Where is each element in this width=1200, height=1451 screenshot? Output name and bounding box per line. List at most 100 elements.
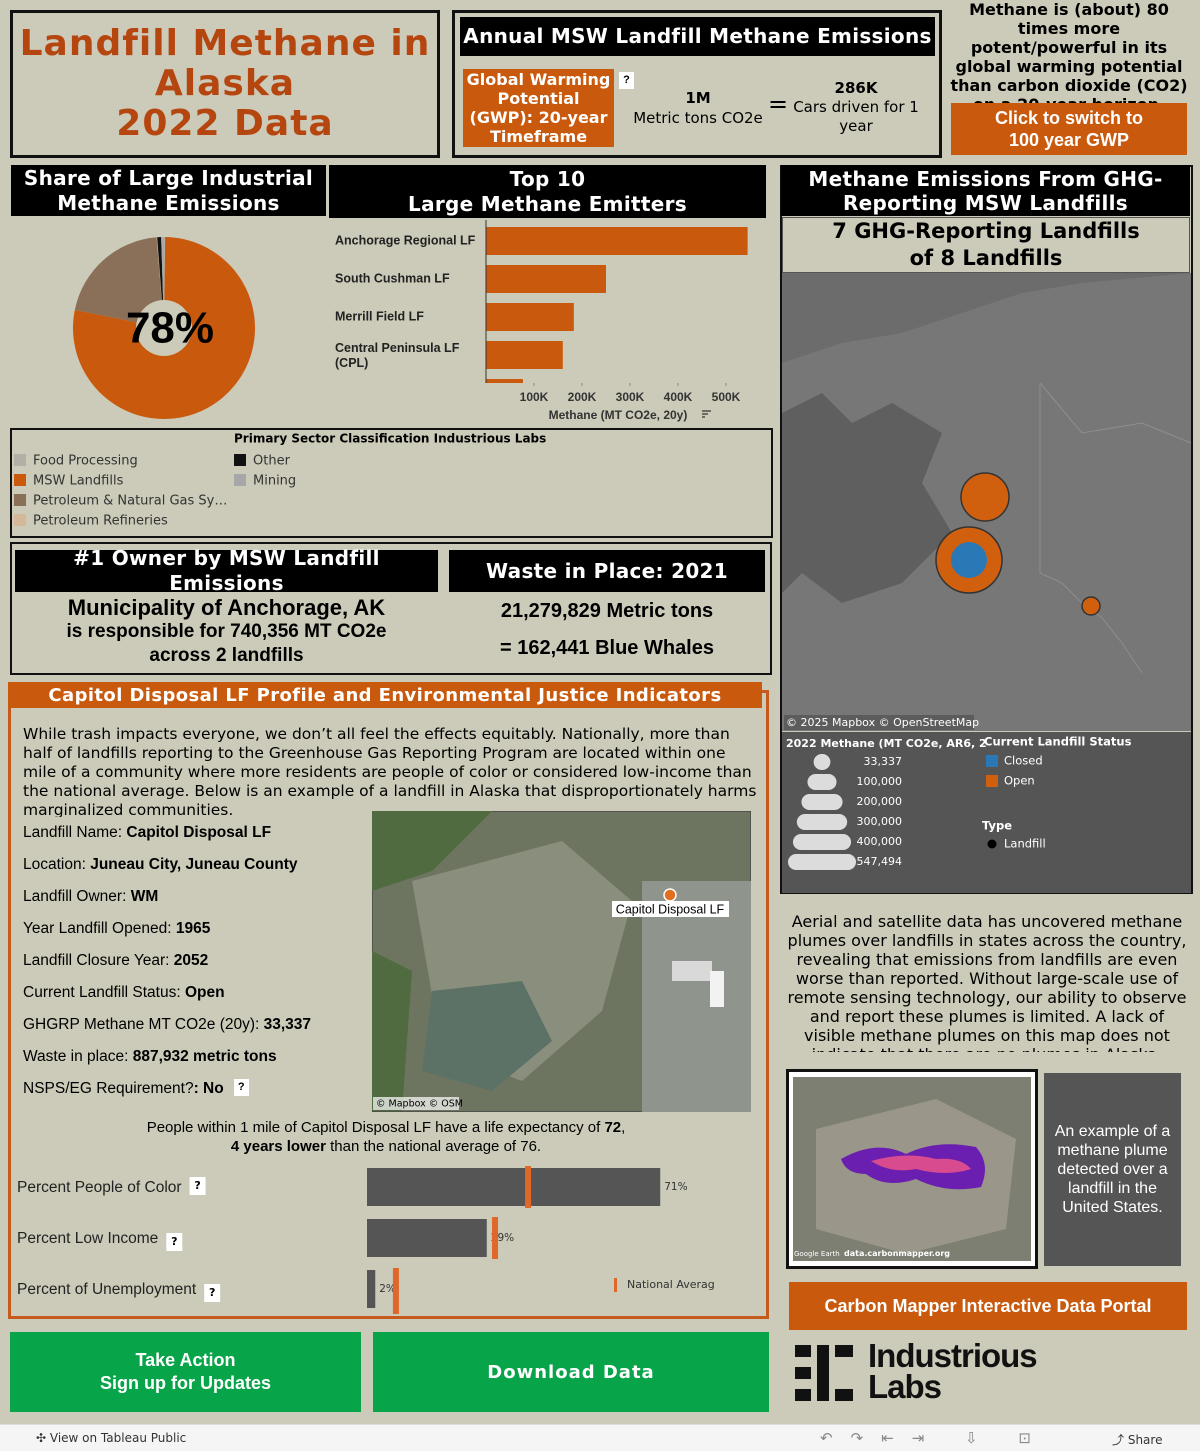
y-tick-label: South Cushman LF (335, 271, 450, 285)
photo-building (672, 961, 712, 981)
photo-buildings (642, 881, 751, 1112)
life-text: , (621, 1119, 626, 1136)
cars-unit: Cars driven for 1 year (793, 98, 919, 135)
switch-gwp-button[interactable]: Click to switch to 100 year GWP (951, 103, 1187, 155)
y-tick-label: Percent People of Color (17, 1179, 182, 1196)
top10-title-line: Large Methane Emitters (408, 191, 687, 216)
field-value: 887,932 metric tons (132, 1048, 277, 1065)
photo-marker[interactable] (663, 888, 677, 902)
legend-label: MSW Landfills (33, 474, 124, 489)
photo-label: Capitol Disposal LF (616, 902, 725, 916)
pie-hole (136, 300, 192, 356)
x-tick-label: 100K (520, 390, 549, 404)
logo-shape (835, 1389, 853, 1401)
take-action-button[interactable]: Take Action Sign up for Updates (10, 1332, 361, 1412)
legend-label: National Averag (627, 1278, 715, 1291)
field-value: 1965 (175, 920, 211, 937)
field-value: Open (184, 984, 225, 1001)
profile-field: Location: Juneau City, Juneau County (23, 855, 368, 887)
life-text: People within 1 mile of Capitol Disposal… (146, 1119, 605, 1136)
legend-label: Petroleum Refineries (33, 514, 168, 529)
size-legend-title: 2022 Methane (MT CO2e, AR6, 2 (786, 737, 987, 750)
national-average-mark (525, 1166, 532, 1208)
help-icon[interactable]: ? (619, 72, 634, 89)
landfill-bubble[interactable] (1081, 596, 1101, 616)
legend-swatch (14, 494, 26, 506)
legend-box (10, 428, 773, 538)
carbon-mapper-button[interactable]: Carbon Mapper Interactive Data Portal (789, 1282, 1187, 1330)
logo-text: Industrious Labs (868, 1339, 1038, 1403)
type-legend-title: Type (982, 819, 1012, 833)
bar (486, 227, 748, 255)
field-value: 33,337 (263, 1016, 312, 1033)
size-legend-label: 300,000 (857, 815, 903, 828)
help-icon: ? (209, 1286, 215, 1299)
cars-value: 286K (834, 79, 878, 97)
landfill-bubble[interactable] (951, 542, 987, 578)
profile-field: Landfill Owner: WM (23, 887, 368, 919)
toolbar-icons[interactable]: ↶↷⇤⇥ ⇩ ⊡ (820, 1429, 1049, 1447)
logo-shape (795, 1367, 811, 1379)
landfill-bubble[interactable] (960, 472, 1010, 522)
waste-title: Waste in Place: 2021 (449, 550, 765, 592)
plume-image: Google Earth data.carbonmapper.org (786, 1069, 1038, 1269)
map-subtitle-line: 7 GHG-Reporting Landfills (832, 219, 1140, 243)
field-label: Landfill Name: (23, 824, 127, 841)
attribution-bg (373, 1097, 459, 1110)
legend-swatch (234, 474, 246, 486)
map-subtitle: 7 GHG-Reporting Landfills of 8 Landfills (782, 217, 1190, 273)
field-label: NSPS/EG Requirement? (23, 1080, 194, 1097)
title-line: Alaska (154, 63, 296, 104)
title-line: 2022 Data (116, 103, 334, 144)
view-link[interactable]: ✣ View on Tableau Public (36, 1431, 187, 1445)
field-label: Current Landfill Status: (23, 984, 185, 1001)
waste-tons: 21,279,829 Metric tons (500, 600, 714, 622)
profile-title: Capitol Disposal LF Profile and Environm… (8, 682, 762, 708)
title-line: Landfill Methane in (19, 23, 431, 64)
y-tick-label: Anchorage Regional LF (335, 233, 476, 247)
size-legend-mark (807, 774, 837, 790)
field-label: Landfill Owner: (23, 888, 131, 905)
demographics-chart: Percent People of Color? 71% Percent Low I… (17, 1166, 715, 1314)
help-icon[interactable]: ? (233, 1079, 249, 1096)
size-legend-label: 200,000 (857, 795, 903, 808)
photo-building (710, 971, 724, 1007)
legend-label: Other (253, 454, 291, 469)
photo-pond (422, 981, 552, 1091)
legend-swatch (14, 514, 26, 526)
photo-trees (372, 811, 492, 891)
title-box: Landfill Methane in Alaska 2022 Data (10, 10, 440, 158)
profile-field: Year Landfill Opened: 1965 (23, 919, 368, 951)
legend-swatch (14, 474, 26, 486)
field-label: Year Landfill Opened: (23, 920, 176, 937)
size-legend-mark (788, 854, 856, 870)
size-legend-mark (801, 794, 843, 810)
plume-caption: An example of a methane plume detected o… (1044, 1073, 1181, 1266)
top10-title-line: Top 10 (509, 166, 586, 191)
type-swatch (987, 839, 997, 849)
life-gap: 4 years lower (230, 1138, 326, 1155)
y-tick-label: Percent Low Income (17, 1230, 158, 1247)
sort-icon (702, 410, 711, 418)
legend-label: Food Processing (33, 454, 138, 469)
logo-shape (795, 1389, 811, 1401)
national-average-mark (492, 1217, 499, 1259)
owner-text: Municipality of Anchorage, AK is respons… (15, 596, 438, 668)
field-label: Landfill Closure Year: (23, 952, 174, 969)
status-swatch (986, 775, 998, 787)
x-tick-label: 200K (568, 390, 597, 404)
border-line (1039, 382, 1191, 444)
button-line: Sign up for Updates (100, 1373, 271, 1393)
profile-field: GHGRP Methane MT CO2e (20y): 33,337 (23, 1015, 368, 1047)
value-label: 71% (664, 1181, 687, 1193)
plume-credit: Google Earth (794, 1250, 840, 1258)
x-tick-label: 500K (712, 390, 741, 404)
share-link[interactable]: ⤴ Share (1112, 1433, 1163, 1447)
logo-shape (817, 1345, 829, 1401)
download-button[interactable]: Download Data (373, 1332, 769, 1412)
plume-core (871, 1155, 971, 1173)
pie-center-label: 78% (126, 304, 214, 353)
land (782, 393, 952, 603)
waste-text: 21,279,829 Metric tons = 162,441 Blue Wh… (449, 600, 765, 660)
help-icon-bg (189, 1177, 206, 1195)
